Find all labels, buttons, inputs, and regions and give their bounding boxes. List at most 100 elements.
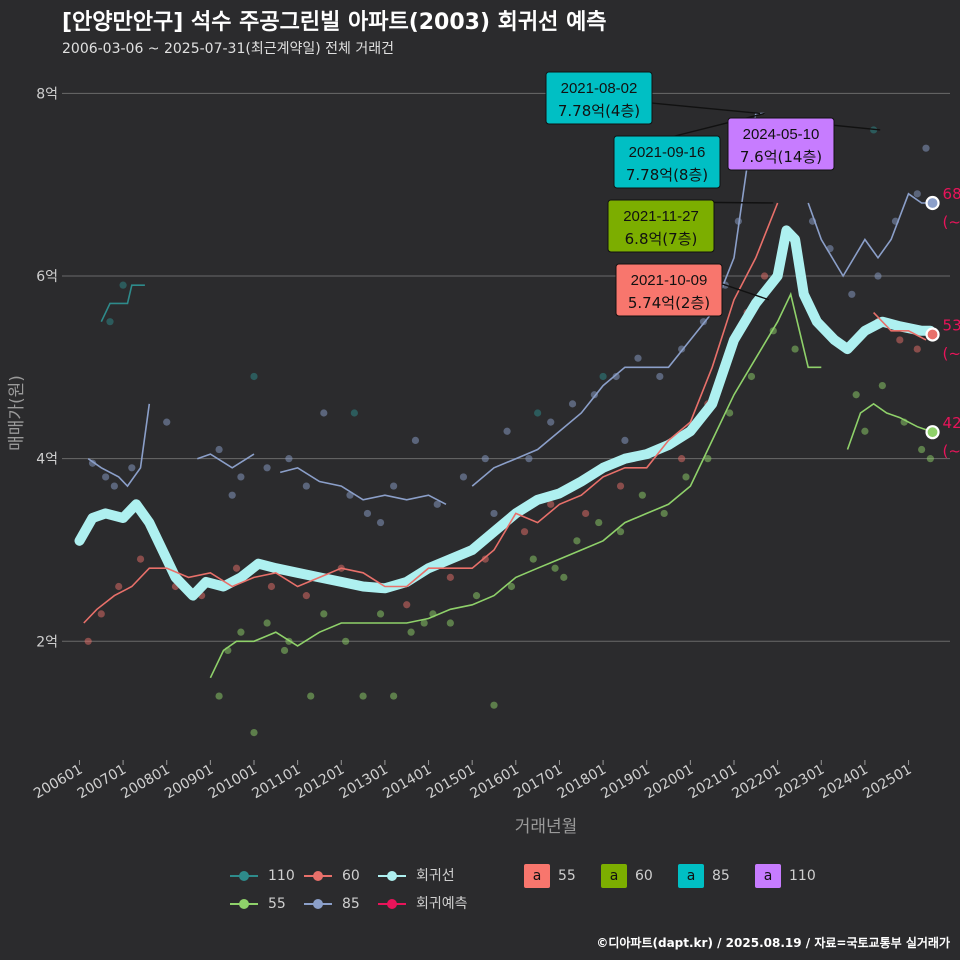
data-point-110 [599, 372, 607, 381]
legend-label-swatch: a [524, 864, 550, 888]
data-point-55 [861, 427, 869, 435]
data-point-85 [228, 491, 236, 499]
y-tick-label: 8억 [36, 86, 58, 102]
data-point-55 [791, 345, 799, 353]
data-point-55 [342, 637, 350, 645]
prediction-point [925, 327, 940, 342]
y-tick-label: 2억 [36, 634, 58, 650]
data-point-55 [529, 555, 537, 563]
data-point-60 [232, 564, 241, 572]
x-tick-label: 202301 [773, 762, 827, 803]
annotation-date: 2021-08-02 [561, 80, 638, 97]
regression-line [74, 225, 936, 601]
x-tick-label: 200901 [162, 762, 216, 803]
x-tick-label: 201801 [555, 762, 609, 803]
data-point-55 [726, 409, 734, 417]
data-point-85 [128, 464, 136, 472]
x-tick-label: 200701 [75, 762, 129, 803]
x-tick-label: 201601 [468, 762, 522, 803]
data-point-55 [926, 455, 934, 463]
data-point-85 [678, 345, 686, 353]
data-point-55 [320, 610, 328, 618]
data-point-85 [568, 400, 577, 408]
chart-title: [안양만안구] 석수 주공그린빌 아파트(2003) 회귀선 예측 [62, 10, 607, 35]
data-point-85 [503, 427, 511, 435]
series-line-55 [846, 402, 931, 450]
data-point-60 [582, 509, 590, 518]
data-point-85 [302, 482, 310, 490]
price-chart: 2억4억6억8억20060120070120080120090120100120… [7, 71, 960, 837]
data-point-60 [896, 336, 904, 344]
data-point-55 [490, 701, 498, 709]
annotation-box [607, 199, 715, 253]
data-point-110 [250, 372, 258, 381]
data-point-85 [459, 473, 468, 481]
data-point-110 [106, 318, 114, 326]
annotation-date: 2021-09-16 [629, 144, 706, 161]
data-point-85 [263, 464, 271, 472]
legend-label-swatch: a [755, 864, 781, 888]
legend-key-icon [378, 871, 406, 881]
data-point-55 [551, 564, 559, 572]
data-point-85 [433, 500, 441, 508]
annotation-date: 2021-11-27 [623, 208, 699, 225]
data-point-55 [472, 592, 481, 600]
x-tick-label: 201901 [598, 762, 652, 803]
data-point-85 [490, 509, 498, 518]
data-point-55 [250, 729, 258, 737]
data-point-85 [547, 418, 555, 426]
data-point-55 [407, 628, 415, 636]
data-point-60 [267, 582, 276, 591]
annotation-date: 2021-10-09 [631, 272, 708, 289]
data-point-60 [678, 455, 686, 463]
annotation-box [545, 71, 653, 125]
series-line-60 [83, 202, 779, 624]
data-point-85 [874, 272, 882, 280]
data-point-85 [621, 436, 629, 444]
data-point-55 [420, 619, 428, 627]
data-point-55 [560, 573, 568, 581]
data-point-55 [918, 445, 926, 454]
data-point-55 [747, 372, 756, 381]
data-point-55 [446, 619, 454, 627]
data-point-85 [285, 455, 293, 463]
legend-label: 회귀선 [416, 868, 455, 884]
data-point-85 [699, 318, 708, 326]
data-point-60 [547, 500, 555, 508]
prediction-point [925, 425, 940, 440]
data-point-55 [660, 509, 668, 518]
data-point-55 [704, 455, 712, 463]
data-point-110 [534, 409, 542, 417]
x-tick-label: 201401 [380, 762, 434, 803]
prediction-area: (~55㎡) [943, 442, 960, 460]
series-line-60 [873, 312, 927, 341]
data-point-55 [878, 382, 886, 390]
data-point-110 [119, 281, 127, 289]
legend-label: 60 [342, 868, 360, 884]
data-point-55 [359, 692, 367, 700]
data-point-85 [376, 518, 385, 527]
x-tick-label: 201001 [206, 762, 260, 803]
data-point-55 [595, 518, 603, 527]
legend-key-icon [304, 899, 332, 909]
annotation-box [613, 135, 721, 189]
x-tick-label: 202501 [860, 762, 914, 803]
data-point-55 [215, 692, 223, 700]
annotation-price: 7.6억(14층) [740, 148, 822, 166]
legend-label: 55 [558, 868, 576, 884]
chart-subtitle: 2006-03-06 ~ 2025-07-31(최근계약일) 전체 거래건 [62, 41, 394, 57]
data-point-60 [403, 601, 411, 609]
data-point-110 [350, 409, 358, 417]
data-point-60 [913, 345, 921, 353]
data-point-55 [852, 391, 860, 399]
data-point-60 [115, 582, 123, 591]
y-tick-label: 6억 [36, 269, 58, 285]
data-point-85 [363, 509, 372, 518]
legend-key-icon [230, 899, 258, 909]
legend-label: 85 [342, 896, 360, 912]
data-point-85 [215, 445, 223, 454]
legend-key-icon [378, 899, 406, 909]
prediction-value: 68,000 [943, 185, 960, 203]
x-tick-label: 201101 [249, 762, 303, 803]
prediction-area: (~60㎡) [943, 344, 960, 362]
